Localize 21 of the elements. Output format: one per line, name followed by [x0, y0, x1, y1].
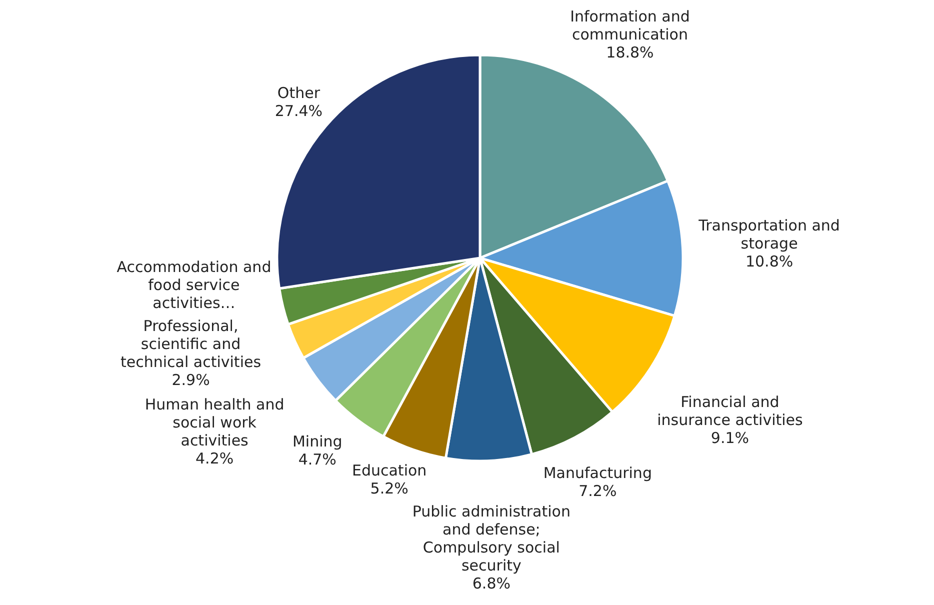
data-label: 18.8% [606, 43, 654, 62]
slice-label: Human health and social work activities [144, 395, 284, 450]
slice-label: Education [352, 461, 427, 480]
slice-label: Professional, scientific and technical activities [120, 317, 262, 372]
slice-label: Manufacturing [543, 464, 652, 482]
slice-label: Accommodation and food service activities… [116, 258, 272, 312]
data-label: 10.8% [745, 252, 794, 270]
slice-label: Public administration and defense; Compulsory social security [412, 502, 570, 575]
slice-label: Transportation and storage [698, 216, 840, 252]
data-label: 2.9% [172, 371, 210, 390]
slice-label: Financial and insurance activities [657, 392, 804, 429]
slice-label: Information and communication [570, 7, 690, 44]
slice-label: Other [277, 84, 321, 102]
slice-label: Mining [292, 432, 342, 451]
data-label: 4.7% [298, 450, 336, 469]
data-label: 7.2% [578, 482, 617, 500]
data-label: 6.8% [472, 574, 510, 593]
data-label: 5.2% [370, 479, 408, 498]
data-label: 27.4% [274, 102, 323, 120]
data-label: 9.1% [710, 428, 750, 447]
data-label: 4.2% [196, 449, 234, 468]
